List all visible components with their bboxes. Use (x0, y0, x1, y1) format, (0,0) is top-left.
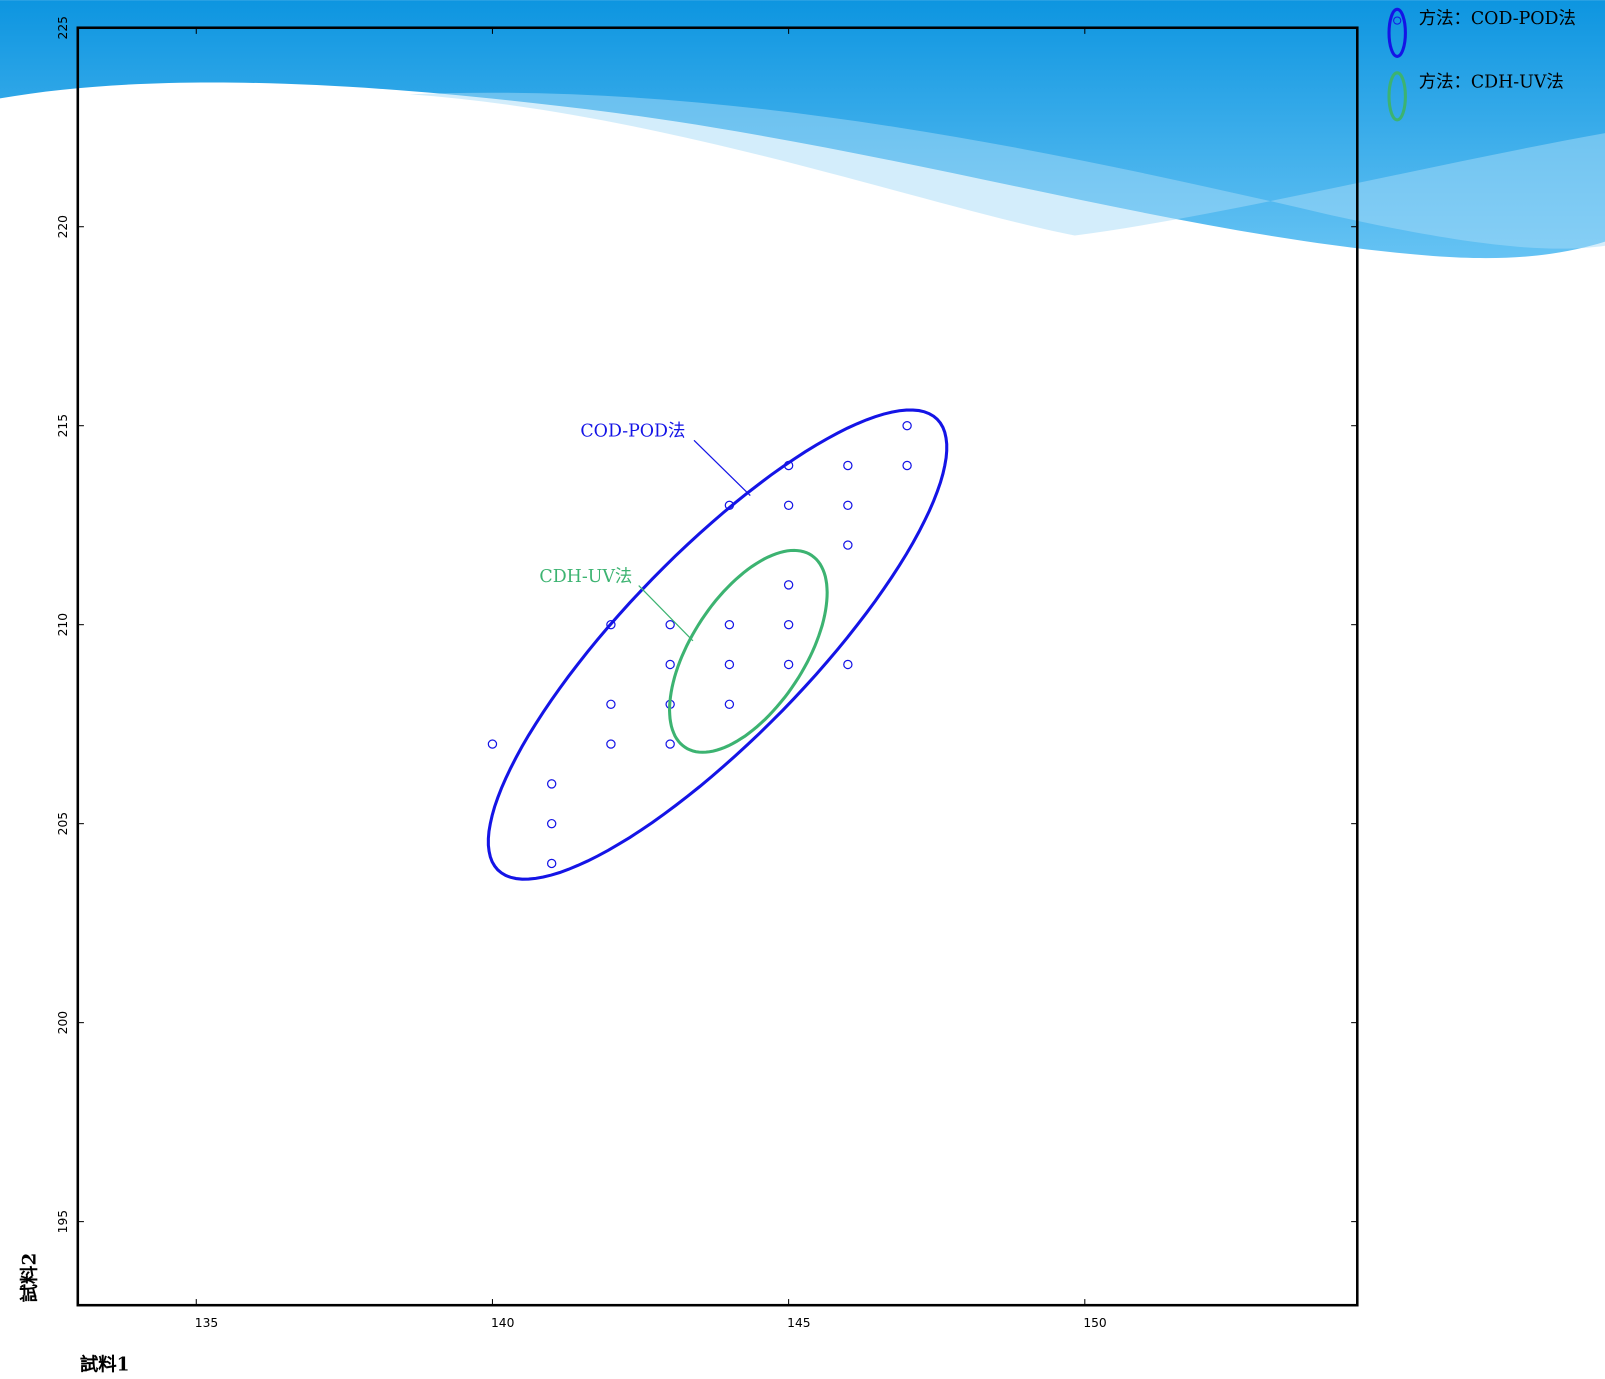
chart: 試料1 試料2 135 140 145 150 195 200 205 210 215 220 22… (0, 0, 1605, 1379)
annotation: CDH-UV法 (539, 567, 632, 587)
x-axis-title: 試料1 (80, 1354, 130, 1376)
y-axis-title: 試料2 (19, 1253, 41, 1303)
x-tick-label: 150 (1083, 1316, 1106, 1330)
legend-label: 方法：COD-POD法 (1419, 9, 1576, 29)
x-tick-label: 140 (491, 1316, 514, 1330)
y-tick-label: 220 (56, 215, 70, 238)
y-tick-label: 210 (56, 613, 70, 636)
annotation: COD-POD法 (580, 422, 685, 442)
x-tick-label: 135 (195, 1316, 218, 1330)
y-tick-label: 195 (56, 1210, 70, 1233)
y-tick-label: 215 (56, 414, 70, 437)
y-tick-label: 225 (56, 16, 70, 39)
x-tick-label: 145 (787, 1316, 810, 1330)
y-tick-label: 205 (56, 812, 70, 835)
legend-label: 方法：CDH-UV法 (1419, 73, 1564, 93)
y-tick-label: 200 (56, 1011, 70, 1034)
